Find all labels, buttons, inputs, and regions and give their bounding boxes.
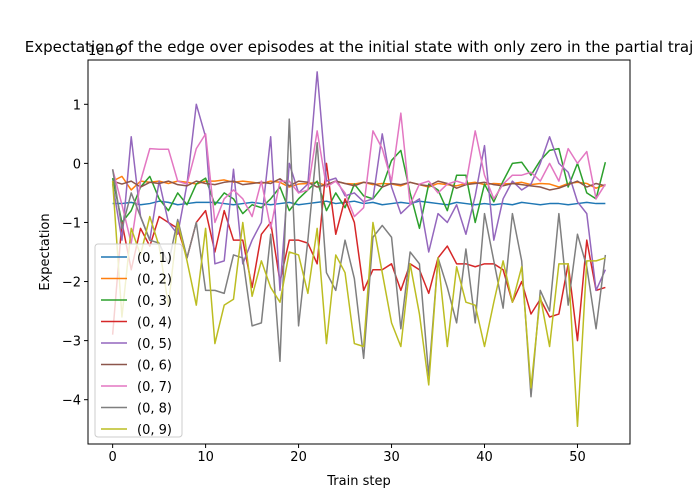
legend-label: (0, 9) <box>137 423 172 438</box>
legend-label: (0, 8) <box>137 402 172 417</box>
legend-label: (0, 5) <box>137 337 172 352</box>
y-tick-label: −1 <box>62 216 81 231</box>
y-axis-label: Expectation <box>38 213 53 290</box>
x-axis-ticks: 0 10 20 30 40 50 <box>108 444 586 465</box>
y-tick-label: −2 <box>62 276 81 291</box>
series-line-3 <box>111 147 607 230</box>
y-offset-label: 1e−6 <box>88 44 123 59</box>
legend-label: (0, 4) <box>137 316 172 331</box>
x-tick-label: 0 <box>108 450 116 465</box>
series-line-2 <box>112 175 606 191</box>
legend-label: (0, 3) <box>137 294 172 309</box>
y-tick-label: −3 <box>62 335 81 350</box>
legend-label: (0, 2) <box>137 273 172 288</box>
x-tick-label: 50 <box>569 450 586 465</box>
x-tick-label: 30 <box>383 450 400 465</box>
series-line-5 <box>111 71 607 292</box>
x-tick-label: 20 <box>290 450 307 465</box>
series-line-9 <box>111 181 606 428</box>
legend-label: (0, 1) <box>137 251 172 266</box>
y-tick-label: −4 <box>62 394 81 409</box>
plot-lines <box>111 71 607 428</box>
plot-frame <box>87 59 631 445</box>
legend-label: (0, 6) <box>137 359 172 374</box>
series-line-1 <box>112 200 606 206</box>
series-line-7 <box>111 112 606 244</box>
y-tick-label: 1 <box>73 98 81 113</box>
legend-label: (0, 7) <box>137 380 172 395</box>
legend: (0, 1) (0, 2) (0, 3) (0, 4) (0, 5) (0, 6) (0, … <box>94 243 183 438</box>
y-axis-ticks: −4 −3 −2 −1 0 1 <box>62 98 88 409</box>
series-line-6 <box>112 177 606 191</box>
chart-title: Expectation of the edge over episodes at… <box>25 38 694 56</box>
x-tick-label: 40 <box>476 450 493 465</box>
legend-box <box>94 243 183 438</box>
x-tick-label: 10 <box>197 450 214 465</box>
x-axis-label: Train step <box>326 474 390 489</box>
y-tick-label: 0 <box>73 157 81 172</box>
